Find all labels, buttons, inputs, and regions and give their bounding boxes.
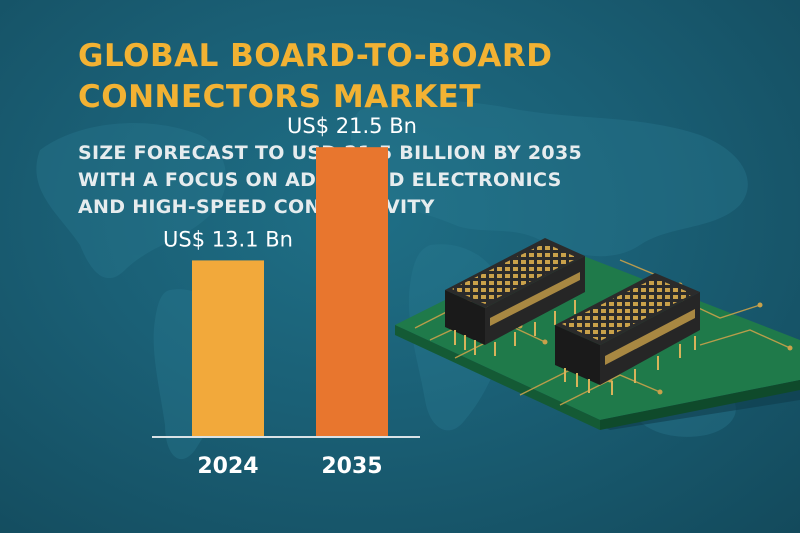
bar-2024: [192, 260, 264, 437]
data-label: US$ 13.1 Bn: [163, 227, 293, 251]
title-line: CONNECTORS MARKET: [78, 79, 481, 115]
x-tick-label: 2024: [197, 454, 258, 479]
data-label: US$ 21.5 Bn: [287, 114, 417, 138]
page-title: GLOBAL BOARD-TO-BOARD CONNECTORS MARKET: [78, 36, 552, 118]
bar-2035: [316, 147, 388, 437]
x-tick-label: 2035: [321, 454, 382, 479]
title-line: GLOBAL BOARD-TO-BOARD: [78, 38, 553, 74]
